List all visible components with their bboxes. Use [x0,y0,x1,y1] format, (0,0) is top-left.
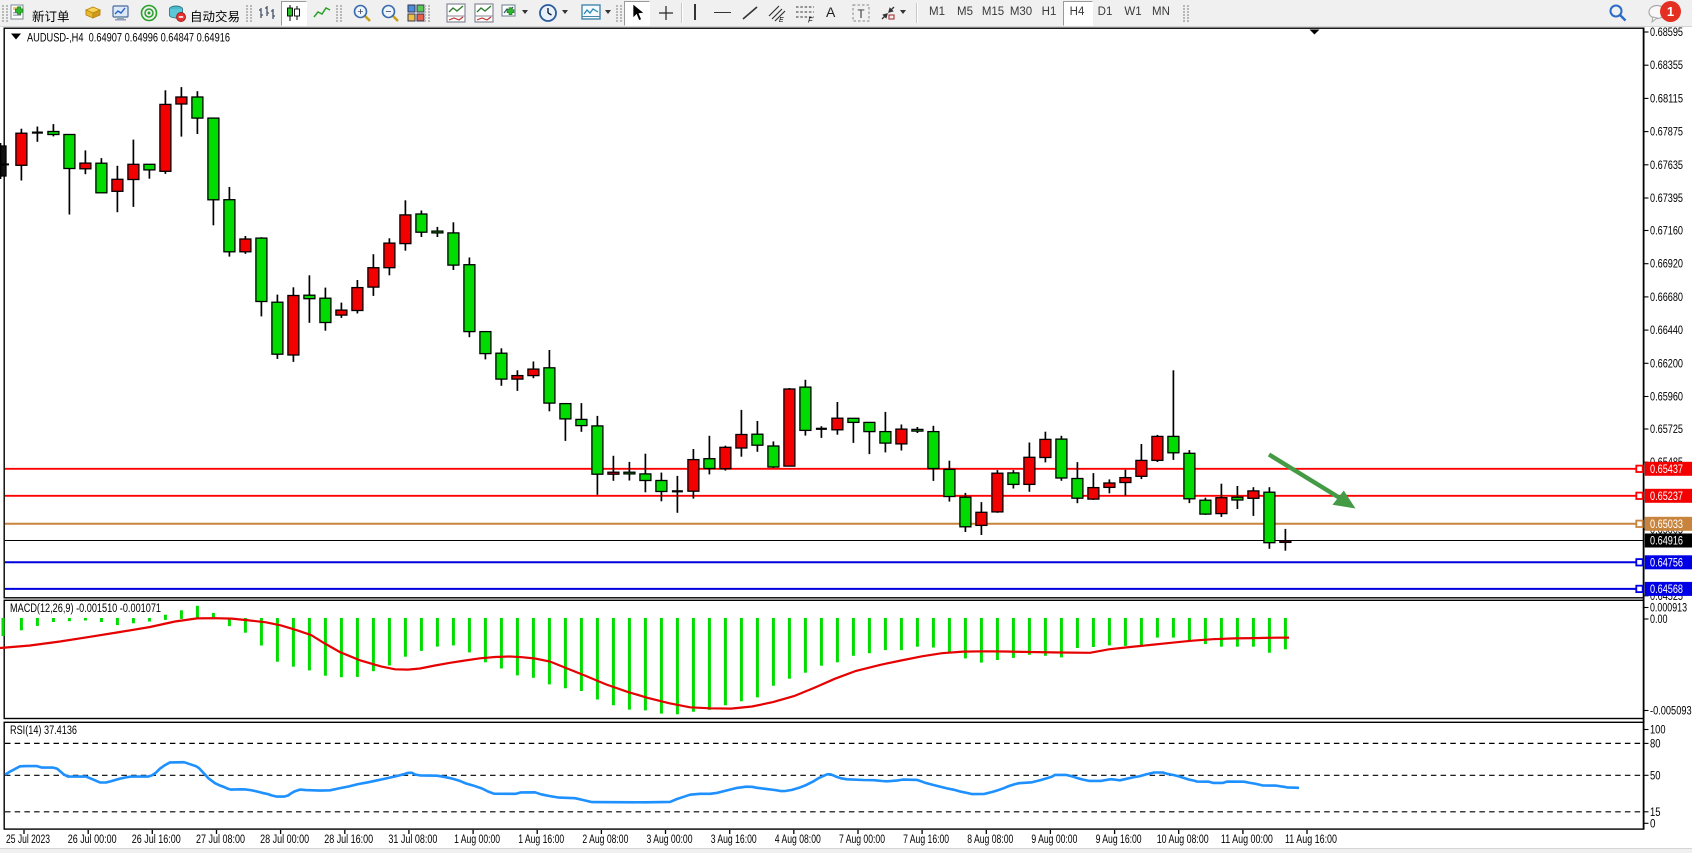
svg-text:11 Aug 00:00: 11 Aug 00:00 [1221,834,1273,846]
svg-text:3 Aug 16:00: 3 Aug 16:00 [711,834,757,846]
svg-text:3 Aug 00:00: 3 Aug 00:00 [647,834,693,846]
svg-text:100: 100 [1650,725,1666,737]
svg-text:11 Aug 16:00: 11 Aug 16:00 [1285,834,1337,846]
svg-text:0.64756: 0.64756 [1650,557,1683,569]
svg-text:0.64916: 0.64916 [1650,536,1683,548]
svg-text:0.65725: 0.65725 [1650,424,1683,436]
svg-text:25 Jul 2023: 25 Jul 2023 [6,834,50,846]
svg-text:15: 15 [1650,807,1661,819]
svg-text:F: F [808,16,813,24]
svg-text:0.67395: 0.67395 [1650,193,1683,205]
svg-text:0.66920: 0.66920 [1650,259,1683,271]
svg-text:0.64568: 0.64568 [1650,584,1683,596]
svg-text:7 Aug 00:00: 7 Aug 00:00 [839,834,885,846]
svg-text:+: + [357,6,363,18]
svg-text:0.65437: 0.65437 [1650,464,1683,476]
svg-text:0.66680: 0.66680 [1650,292,1683,304]
svg-text:26 Jul 16:00: 26 Jul 16:00 [132,834,181,846]
svg-text:0.65033: 0.65033 [1650,519,1683,531]
svg-text:27 Jul 08:00: 27 Jul 08:00 [196,834,245,846]
svg-text:26 Jul 00:00: 26 Jul 00:00 [68,834,117,846]
svg-text:0.000913: 0.000913 [1650,603,1687,615]
svg-text:10 Aug 08:00: 10 Aug 08:00 [1157,834,1209,846]
svg-text:9 Aug 00:00: 9 Aug 00:00 [1031,834,1077,846]
svg-text:28 Jul 00:00: 28 Jul 00:00 [260,834,309,846]
svg-text:0.65237: 0.65237 [1650,491,1683,503]
svg-text:50: 50 [1650,770,1661,782]
svg-text:0.65960: 0.65960 [1650,392,1683,404]
svg-text:0.68355: 0.68355 [1650,60,1683,72]
svg-text:1 Aug 00:00: 1 Aug 00:00 [454,834,500,846]
svg-text:1 Aug 16:00: 1 Aug 16:00 [518,834,564,846]
svg-text:0.67875: 0.67875 [1650,127,1683,139]
svg-text:2 Aug 08:00: 2 Aug 08:00 [582,834,628,846]
svg-text:0.00: 0.00 [1650,614,1668,626]
svg-text:0.67635: 0.67635 [1650,160,1683,172]
svg-text:0: 0 [1650,818,1656,830]
svg-text:T: T [857,9,864,21]
svg-text:MACD(12,26,9) -0.001510 -0.001: MACD(12,26,9) -0.001510 -0.001071 [10,603,161,615]
svg-text:9 Aug 16:00: 9 Aug 16:00 [1096,834,1142,846]
svg-text:8 Aug 08:00: 8 Aug 08:00 [967,834,1013,846]
svg-text:-0.005093: -0.005093 [1650,706,1692,718]
svg-text:28 Jul 16:00: 28 Jul 16:00 [324,834,373,846]
svg-text:RSI(14) 37.4136: RSI(14) 37.4136 [10,725,77,737]
svg-text:31 Jul 08:00: 31 Jul 08:00 [388,834,437,846]
svg-text:0.66440: 0.66440 [1650,325,1683,337]
svg-text:E: E [779,17,784,23]
svg-text:0.68595: 0.68595 [1650,27,1683,39]
svg-text:4 Aug 08:00: 4 Aug 08:00 [775,834,821,846]
svg-text:0.66200: 0.66200 [1650,358,1683,370]
svg-text:AUDUSD-,H4 0.64907 0.64996 0.: AUDUSD-,H4 0.64907 0.64996 0.64847 0.649… [27,33,230,45]
svg-text:0.68115: 0.68115 [1650,93,1683,105]
svg-text:−: − [385,6,391,18]
svg-text:80: 80 [1650,738,1661,750]
svg-text:0.67160: 0.67160 [1650,226,1683,238]
svg-text:7 Aug 16:00: 7 Aug 16:00 [903,834,949,846]
